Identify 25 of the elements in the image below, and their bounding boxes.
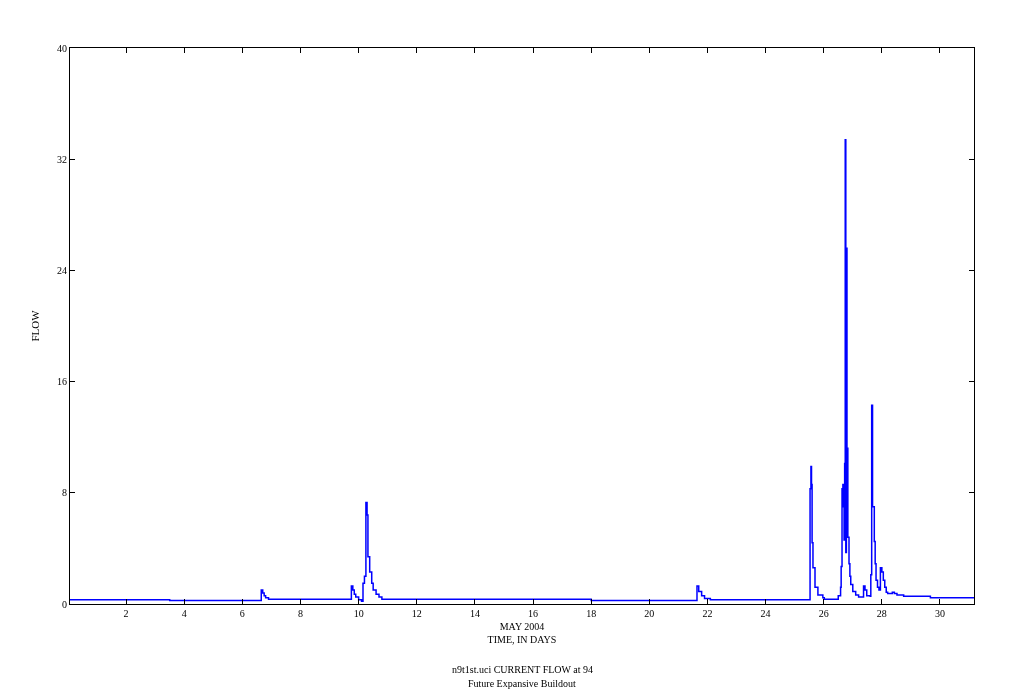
x-tick-label: 18: [586, 608, 597, 619]
text: Future Expansive Buildout: [468, 678, 576, 689]
y-tick-label: 8: [62, 487, 67, 499]
x-tick-label: 2: [123, 608, 129, 619]
x-tick-label: 22: [702, 608, 713, 619]
y-tick-label: 0: [62, 598, 67, 610]
x-tick-label: 24: [760, 608, 771, 619]
x-tick-label: 14: [469, 608, 480, 619]
x-tick-label: 6: [239, 608, 245, 619]
y-axis-title: FLOW: [28, 309, 41, 342]
x-tick-label: 10: [353, 608, 364, 619]
x-tick-label: 20: [644, 608, 655, 619]
x-tick-label: 12: [411, 608, 422, 619]
y-tick-label: 40: [57, 42, 67, 54]
x-tick-label: 16: [528, 608, 539, 619]
x-axis-title: MAY 2004 TIME, IN DAYS: [487, 620, 557, 645]
y-tick-label: 32: [57, 153, 67, 165]
x-tick-label: 4: [181, 608, 187, 619]
x-tick-label: 28: [876, 608, 887, 619]
text: n9t1st.uci CURRENT FLOW at 94: [452, 664, 594, 675]
x-tick-label: 8: [298, 608, 304, 619]
x-tick-label: 26: [818, 608, 829, 619]
x-tick-label: 30: [934, 608, 945, 619]
y-tick-label: 24: [57, 264, 67, 276]
y-tick-label: 16: [57, 376, 67, 388]
